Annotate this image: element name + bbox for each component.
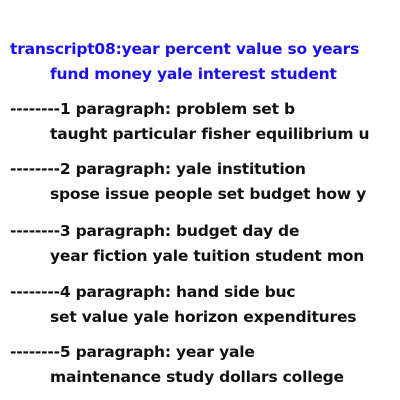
paragraph-2-heading: --------2 paragraph: yale institution bbox=[10, 160, 306, 178]
paragraph-5-text: maintenance study dollars college bbox=[50, 368, 344, 386]
paragraph-1-heading: --------1 paragraph: problem set b bbox=[10, 100, 295, 118]
paragraph-4-text: set value yale horizon expenditures bbox=[50, 308, 357, 326]
paragraph-2-text: spose issue people set budget how y bbox=[50, 185, 367, 203]
title-line-2: fund money yale interest student bbox=[50, 65, 337, 83]
paragraph-4-heading: --------4 paragraph: hand side buc bbox=[10, 283, 296, 301]
paragraph-3-heading: --------3 paragraph: budget day de bbox=[10, 222, 300, 240]
paragraph-3-text: year fiction yale tuition student mon bbox=[50, 247, 365, 265]
title-line-1: transcript08:year percent value so years bbox=[10, 40, 360, 58]
paragraph-5-heading: --------5 paragraph: year yale bbox=[10, 343, 255, 361]
paragraph-1-text: taught particular fisher equilibrium u bbox=[50, 125, 370, 143]
